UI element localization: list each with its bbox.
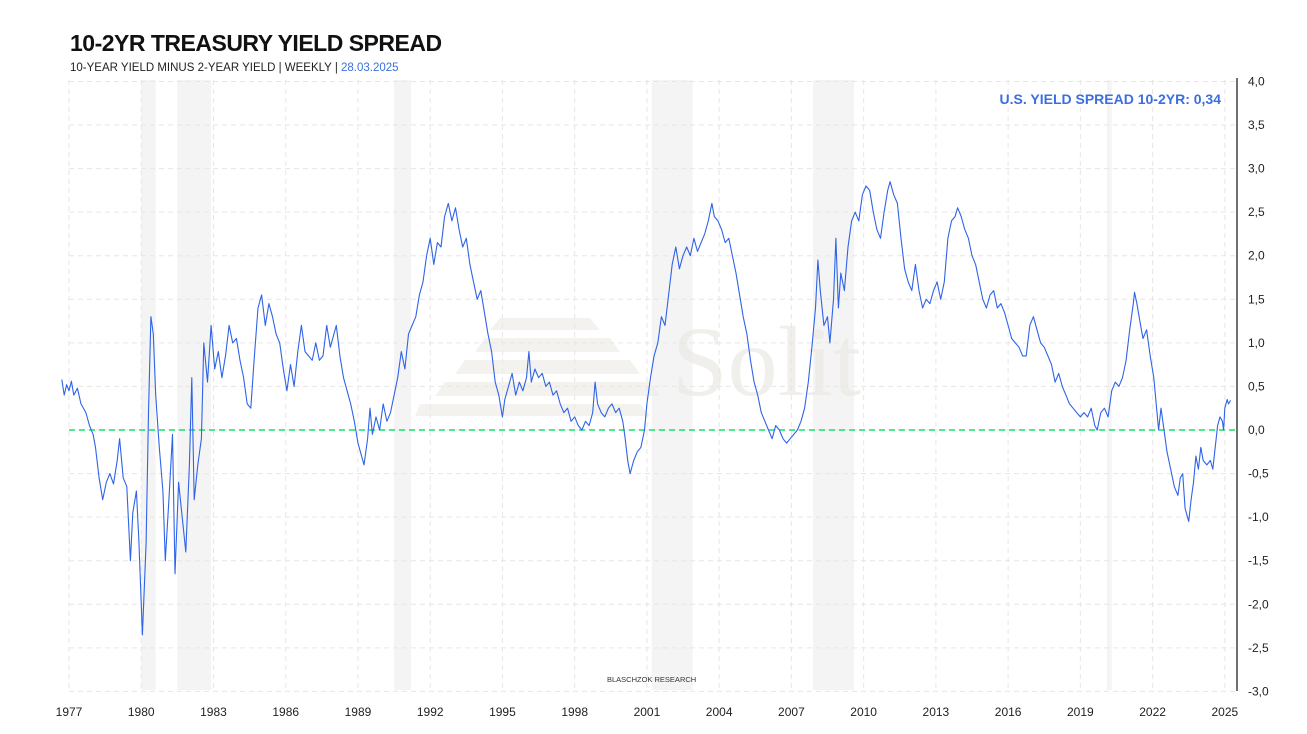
- x-axis-ticks: 1977 1980 1983 1986 1989 1992 1995 1998 2001 2004…: [56, 705, 1239, 719]
- watermark-text: Solit: [672, 306, 861, 417]
- y-tick-label: 3,0: [1248, 162, 1265, 176]
- x-tick-label: 1995: [489, 705, 516, 719]
- y-tick-label: 1,5: [1248, 292, 1265, 306]
- x-tick-label: 1980: [128, 705, 155, 719]
- x-tick-label: 1989: [345, 705, 372, 719]
- watermark-logo-step: [415, 404, 650, 416]
- y-tick-label: -2,0: [1248, 597, 1269, 611]
- chart-title: 10-2YR TREASURY YIELD SPREAD: [70, 30, 442, 56]
- y-tick-label: 2,5: [1248, 205, 1265, 219]
- y-tick-label: 2,0: [1248, 249, 1265, 263]
- x-tick-label: 1983: [200, 705, 227, 719]
- credit-text: BLASCHZOK RESEARCH: [607, 675, 696, 684]
- recession-band: [651, 80, 693, 690]
- x-tick-label: 2010: [850, 705, 877, 719]
- y-tick-label: -2,5: [1248, 641, 1269, 655]
- recession-band: [1106, 80, 1112, 690]
- gridlines: [68, 80, 1237, 692]
- y-tick-label: 0,0: [1248, 423, 1265, 437]
- y-tick-label: -1,5: [1248, 554, 1269, 568]
- x-tick-label: 2022: [1139, 705, 1166, 719]
- y-tick-label: 3,5: [1248, 118, 1265, 132]
- x-tick-label: 2013: [923, 705, 950, 719]
- y-axis-ticks: 4,0 3,5 3,0 2,5 2,0 1,5 1,0 0,5 0,0 -0,5 -1,0 -1,5 -…: [1248, 74, 1269, 698]
- recession-band: [813, 80, 855, 690]
- last-value-label: U.S. YIELD SPREAD 10-2YR: 0,34: [999, 91, 1221, 107]
- y-tick-label: -3,0: [1248, 684, 1269, 698]
- x-tick-label: 1986: [272, 705, 299, 719]
- y-tick-label: -1,0: [1248, 510, 1269, 524]
- watermark-logo-step: [490, 318, 600, 330]
- watermark-logo: [415, 318, 660, 416]
- x-tick-label: 2007: [778, 705, 805, 719]
- recession-bands: [141, 80, 1112, 690]
- subtitle-text: 10-YEAR YIELD MINUS 2-YEAR YIELD | WEEKL…: [70, 62, 341, 74]
- x-tick-label: 1977: [56, 705, 83, 719]
- y-tick-label: 0,5: [1248, 379, 1265, 393]
- watermark-logo-step: [435, 382, 660, 396]
- recession-band: [141, 80, 156, 690]
- x-tick-label: 2025: [1211, 705, 1238, 719]
- x-tick-label: 1998: [561, 705, 588, 719]
- y-tick-label: 1,0: [1248, 336, 1265, 350]
- recession-band: [394, 80, 411, 690]
- y-tick-label: 4,0: [1248, 74, 1265, 88]
- x-tick-label: 1992: [417, 705, 444, 719]
- watermark-logo-step: [475, 338, 620, 352]
- chart-subtitle: 10-YEAR YIELD MINUS 2-YEAR YIELD | WEEKL…: [70, 62, 399, 74]
- recession-band: [177, 80, 212, 690]
- subtitle-date: 28.03.2025: [341, 62, 399, 74]
- y-tick-label: -0,5: [1248, 467, 1269, 481]
- x-tick-label: 2019: [1067, 705, 1094, 719]
- x-tick-label: 2004: [706, 705, 733, 719]
- x-tick-label: 2016: [995, 705, 1022, 719]
- x-tick-label: 2001: [634, 705, 661, 719]
- series-line-yield-spread: [61, 181, 1232, 636]
- watermark-logo-step: [455, 360, 640, 374]
